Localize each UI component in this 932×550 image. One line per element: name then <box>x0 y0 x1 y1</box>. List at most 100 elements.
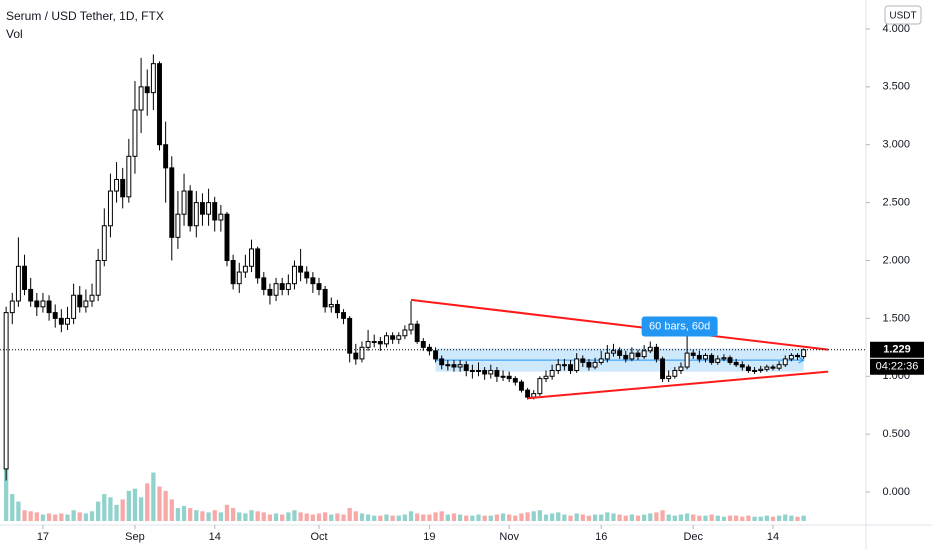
volume-bar <box>629 514 635 521</box>
candle-body <box>690 352 696 356</box>
candle-body <box>273 283 279 296</box>
range-label-box <box>641 316 718 337</box>
currency-box[interactable] <box>884 5 922 25</box>
candle-body <box>181 190 187 215</box>
volume-bar <box>206 512 211 521</box>
candle-body <box>525 389 531 398</box>
candle-body <box>727 357 733 363</box>
volume-bar <box>445 514 450 521</box>
candle-body <box>71 294 77 319</box>
volume-bar <box>335 513 340 521</box>
candle-body <box>506 375 512 380</box>
candle-body <box>788 354 794 360</box>
volume-bar <box>280 514 285 521</box>
volume-bar <box>212 510 217 521</box>
candle-body <box>359 346 365 360</box>
candle-body <box>353 352 359 360</box>
y-tick-label: 3.500 <box>882 81 910 93</box>
volume-bar <box>764 515 769 521</box>
candle-body <box>120 178 126 198</box>
volume-bar <box>273 513 279 521</box>
candle-body <box>34 300 40 308</box>
candle-body <box>267 288 273 296</box>
volume-bar <box>298 512 303 521</box>
candle-body <box>9 300 15 314</box>
volume-bar <box>138 497 144 521</box>
volume-bar <box>329 514 334 521</box>
volume-bar <box>549 513 555 521</box>
candle-body <box>604 352 610 360</box>
volume-bar <box>457 514 463 521</box>
volume-bar <box>709 514 714 521</box>
volume-bar <box>451 513 457 521</box>
candle-body <box>666 375 672 380</box>
candle-body <box>230 260 236 285</box>
candle-body <box>132 109 138 157</box>
volume-bar <box>181 505 187 521</box>
candle-body <box>561 364 567 367</box>
volume-bar <box>151 472 156 521</box>
volume-bar <box>59 513 64 521</box>
candle-body <box>157 63 162 146</box>
x-tick-label: Oct <box>310 531 327 543</box>
candle-body <box>776 364 782 369</box>
volume-bar <box>476 514 481 521</box>
volume-bar <box>531 511 536 521</box>
volume-bar <box>365 514 371 521</box>
volume-bar <box>789 515 794 521</box>
volume-bar <box>126 490 131 521</box>
x-tick-label: Dec <box>683 531 703 543</box>
volume-bar <box>678 514 684 521</box>
volume-bar <box>586 515 592 521</box>
candle-body <box>279 283 285 290</box>
volume-bar <box>372 515 377 521</box>
volume-bar <box>402 514 408 521</box>
trend-line <box>527 370 829 400</box>
candle-body <box>531 393 537 398</box>
candle-body <box>549 369 555 377</box>
y-tick-label: 2.500 <box>882 197 910 209</box>
candle-body <box>611 350 616 354</box>
candle-body <box>709 354 715 363</box>
candle-body <box>175 213 181 238</box>
candle-body <box>292 265 297 285</box>
volume-bar <box>433 512 438 521</box>
candle-body <box>426 346 432 352</box>
volume-bar <box>734 515 739 521</box>
candle-body <box>316 283 322 290</box>
plot: 60 bars, 60d <box>0 54 865 521</box>
y-tick-label: 2.000 <box>882 254 910 266</box>
volume-bar <box>494 514 500 521</box>
candle-body <box>402 329 408 337</box>
volume-bar <box>500 513 506 521</box>
candle-body <box>469 369 475 372</box>
candle-body <box>322 288 328 308</box>
candle-body <box>543 375 549 380</box>
volume-bar <box>507 514 512 521</box>
volume-bar <box>255 511 260 521</box>
volume-bar <box>574 513 579 521</box>
volume-bar <box>660 510 665 521</box>
volume-bar <box>347 508 352 521</box>
volume-bar <box>635 515 641 521</box>
candle-body <box>463 364 469 371</box>
countdown: 04:22:36 <box>876 361 919 373</box>
volume-bar <box>83 513 89 521</box>
volume-bar <box>40 514 46 521</box>
volume-bar <box>316 513 322 521</box>
candle-body <box>390 335 396 340</box>
volume-label: Vol <box>6 27 23 41</box>
candle-body <box>150 63 156 94</box>
candle-body <box>255 248 261 279</box>
candle-body <box>641 350 647 358</box>
volume-bar <box>292 510 297 521</box>
volume-bar <box>89 511 95 521</box>
candle-body <box>163 144 169 169</box>
volume-bar <box>543 514 549 521</box>
last-price: 1.229 <box>883 344 911 356</box>
candle-body <box>684 352 690 368</box>
volume-bar <box>715 515 720 521</box>
x-tick-label: 17 <box>37 531 49 543</box>
volume-bar <box>513 515 518 521</box>
